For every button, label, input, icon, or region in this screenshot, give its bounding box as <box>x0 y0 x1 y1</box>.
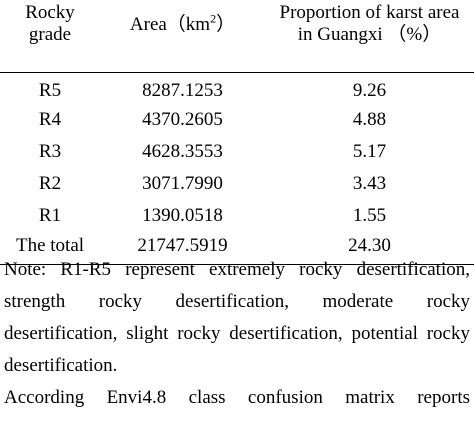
cell-area: 21747.5919 <box>100 232 265 265</box>
table-row: R4 4370.2605 4.88 <box>0 104 474 136</box>
cell-grade: R1 <box>38 205 62 226</box>
table-note: Note: R1-R5 represent extremely rocky de… <box>4 254 470 414</box>
cell-area: 3071.7990 <box>142 173 223 194</box>
cell-proportion: 4.88 <box>352 109 387 130</box>
cell-area: 4628.3553 <box>142 141 223 162</box>
note-continuation: According Envi4.8 class confusion matrix… <box>4 387 470 408</box>
header-area: Area（km2） <box>100 0 265 73</box>
cell-proportion: 1.55 <box>352 205 387 226</box>
note-text: Note: R1-R5 represent extremely rocky de… <box>4 259 470 376</box>
cell-grade: The total <box>0 232 100 265</box>
cell-grade: R2 <box>38 173 62 194</box>
cell-grade: R3 <box>38 141 62 162</box>
cell-proportion: 5.17 <box>352 141 387 162</box>
cell-area: 1390.0518 <box>142 205 223 226</box>
cell-proportion: 3.43 <box>352 173 387 194</box>
table-row-total: The total 21747.5919 24.30 <box>0 232 474 265</box>
table-header-row: Rocky grade Area（km2） Proportion of kars… <box>0 0 474 73</box>
area-unit-exponent: 2 <box>210 11 217 26</box>
rocky-desertification-table: Rocky grade Area（km2） Proportion of kars… <box>0 0 474 265</box>
cell-area: 8287.1253 <box>142 80 223 102</box>
table-row: R2 3071.7990 3.43 <box>0 168 474 200</box>
cell-proportion: 24.30 <box>265 232 474 265</box>
header-rocky-grade: Rocky grade <box>0 0 100 73</box>
cell-grade: R5 <box>38 80 62 102</box>
table-row: R3 4628.3553 5.17 <box>0 136 474 168</box>
header-proportion: Proportion of karst area in Guangxi （%） <box>265 0 474 73</box>
table-row: R1 1390.0518 1.55 <box>0 200 474 232</box>
cell-area: 4370.2605 <box>142 109 223 130</box>
cell-proportion: 9.26 <box>352 80 387 102</box>
cell-grade: R4 <box>38 109 62 130</box>
table-row: R5 8287.1253 9.26 <box>0 72 474 104</box>
